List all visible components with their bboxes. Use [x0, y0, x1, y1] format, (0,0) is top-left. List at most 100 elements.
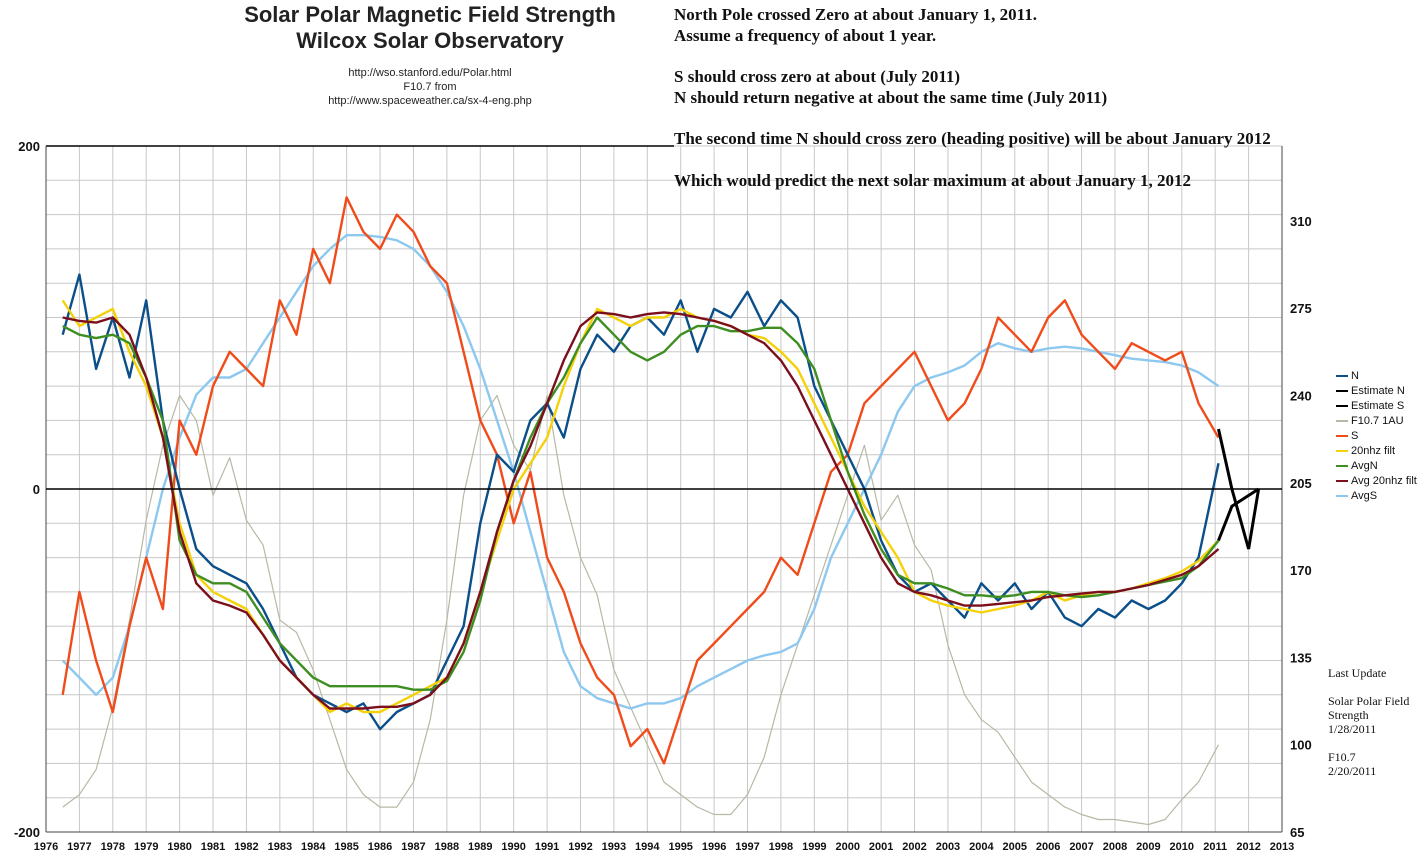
series-line-avg-20nhz-filt: [62, 311, 1220, 710]
last-update-label-1: Solar Polar Field: [1328, 694, 1410, 708]
x-tick-label: 1980: [167, 841, 191, 853]
source-url-2: http://www.spaceweather.ca/sx-4-eng.php: [328, 95, 532, 107]
y-left-tick-label: -200: [14, 825, 40, 840]
source-block: http://wso.stanford.edu/Polar.html F10.7…: [190, 66, 670, 108]
x-tick-label: 1996: [702, 841, 726, 853]
legend-label: N: [1351, 369, 1359, 382]
x-tick-label: 1979: [134, 841, 158, 853]
x-tick-label: 1989: [468, 841, 492, 853]
note-line-5: The second time N should cross zero (hea…: [674, 129, 1271, 148]
legend-swatch: [1336, 464, 1348, 467]
x-tick-label: 2001: [869, 841, 893, 853]
legend-item: S: [1336, 428, 1417, 443]
x-tick-label: 2008: [1103, 841, 1127, 853]
y-right-tick-label: 310: [1290, 214, 1312, 229]
x-tick-label: 1999: [802, 841, 826, 853]
y-axis-left-ticks: 200 0 -200: [14, 139, 40, 840]
x-tick-label: 1985: [334, 841, 358, 853]
x-tick-label: 2004: [969, 841, 994, 853]
chart-title-line1: Solar Polar Magnetic Field Strength: [244, 2, 616, 27]
x-tick-label: 1983: [268, 841, 292, 853]
last-update-heading: Last Update: [1328, 666, 1387, 680]
x-tick-label: 2000: [835, 841, 859, 853]
last-update-block: Last Update Solar Polar Field Strength 1…: [1328, 666, 1409, 778]
x-tick-label: 2013: [1270, 841, 1294, 853]
legend-swatch: [1336, 374, 1348, 377]
x-tick-label: 1987: [401, 841, 425, 853]
series-line-s: [61, 196, 1220, 765]
estimate-layer: [1217, 428, 1261, 550]
x-tick-label: 2003: [936, 841, 960, 853]
x-tick-label: 2006: [1036, 841, 1060, 853]
legend-label: S: [1351, 429, 1359, 442]
legend-label: Estimate N: [1351, 384, 1405, 397]
note-line-6: Which would predict the next solar maxim…: [674, 171, 1191, 190]
x-tick-label: 1993: [602, 841, 626, 853]
y-right-tick-label: 65: [1290, 825, 1304, 840]
chart-title: Solar Polar Magnetic Field Strength Wilc…: [190, 2, 670, 54]
x-tick-label: 1997: [735, 841, 759, 853]
legend-label: F10.7 1AU: [1351, 414, 1404, 427]
x-tick-label: 1977: [67, 841, 91, 853]
legend-item: Estimate S: [1336, 398, 1417, 413]
legend-swatch: [1336, 434, 1348, 437]
x-tick-label: 1981: [201, 841, 225, 853]
x-tick-label: 1994: [635, 841, 660, 853]
source-label: F10.7 from: [403, 81, 457, 93]
last-update-date-2: 2/20/2011: [1328, 764, 1377, 778]
legend-label: AvgN: [1351, 459, 1378, 472]
series-line-f10-7-1au: [62, 394, 1220, 826]
legend-swatch: [1336, 404, 1348, 407]
x-tick-label: 1990: [501, 841, 525, 853]
note-line-4: N should return negative at about the sa…: [674, 88, 1108, 107]
series-line-20nhz-filt: [61, 299, 1220, 714]
x-tick-label: 1986: [368, 841, 392, 853]
legend-label: AvgS: [1351, 489, 1378, 502]
x-tick-label: 2011: [1203, 841, 1227, 853]
x-axis-ticks: 1976 1977 1978 1979 1980 1981 1982 1983 1984 1985…: [34, 841, 1294, 853]
legend-item: Avg 20nhz filt: [1336, 473, 1417, 488]
y-right-tick-label: 240: [1290, 388, 1312, 403]
x-tick-label: 2010: [1170, 841, 1194, 853]
y-left-tick-label: 0: [33, 482, 40, 497]
y-right-tick-label: 205: [1290, 476, 1312, 491]
chart-title-line2: Wilcox Solar Observatory: [296, 28, 564, 53]
legend-label: 20nhz filt: [1351, 444, 1396, 457]
x-tick-label: 1991: [535, 841, 559, 853]
legend-item: F10.7 1AU: [1336, 413, 1417, 428]
x-tick-label: 1984: [301, 841, 326, 853]
legend-swatch: [1336, 419, 1348, 422]
series-line-estimate-s: [1217, 487, 1260, 542]
series-line-avgs: [61, 234, 1220, 710]
x-tick-label: 2012: [1236, 841, 1260, 853]
legend-swatch: [1336, 389, 1348, 392]
x-tick-label: 1982: [234, 841, 258, 853]
source-url-1: http://wso.stanford.edu/Polar.html: [348, 67, 512, 79]
y-right-tick-label: 100: [1290, 738, 1312, 753]
legend-label: Avg 20nhz filt: [1351, 474, 1417, 487]
x-tick-label: 1988: [435, 841, 459, 853]
legend-swatch: [1336, 449, 1348, 452]
legend-item: Estimate N: [1336, 383, 1417, 398]
grid-lines: [45, 145, 1283, 833]
x-tick-label: 1995: [668, 841, 692, 853]
legend-item: N: [1336, 368, 1417, 383]
last-update-label-3: F10.7: [1328, 750, 1356, 764]
x-tick-label: 1998: [769, 841, 793, 853]
series-layer: [61, 196, 1220, 826]
y-right-tick-label: 275: [1290, 301, 1312, 316]
legend: N Estimate N Estimate S F10.7 1AU S 20nhz fil…: [1336, 368, 1417, 503]
note-line-1: North Pole crossed Zero at about January…: [674, 5, 1037, 24]
y-right-tick-label: 170: [1290, 563, 1312, 578]
x-tick-label: 2007: [1069, 841, 1093, 853]
legend-swatch: [1336, 479, 1348, 482]
last-update-date-1: 1/28/2011: [1328, 722, 1377, 736]
x-tick-label: 1976: [34, 841, 58, 853]
legend-swatch: [1336, 494, 1348, 497]
y-left-tick-label: 200: [18, 139, 40, 154]
note-line-2: Assume a frequency of about 1 year.: [674, 26, 937, 45]
x-tick-label: 2005: [1003, 841, 1027, 853]
legend-item: 20nhz filt: [1336, 443, 1417, 458]
x-tick-label: 1978: [101, 841, 125, 853]
